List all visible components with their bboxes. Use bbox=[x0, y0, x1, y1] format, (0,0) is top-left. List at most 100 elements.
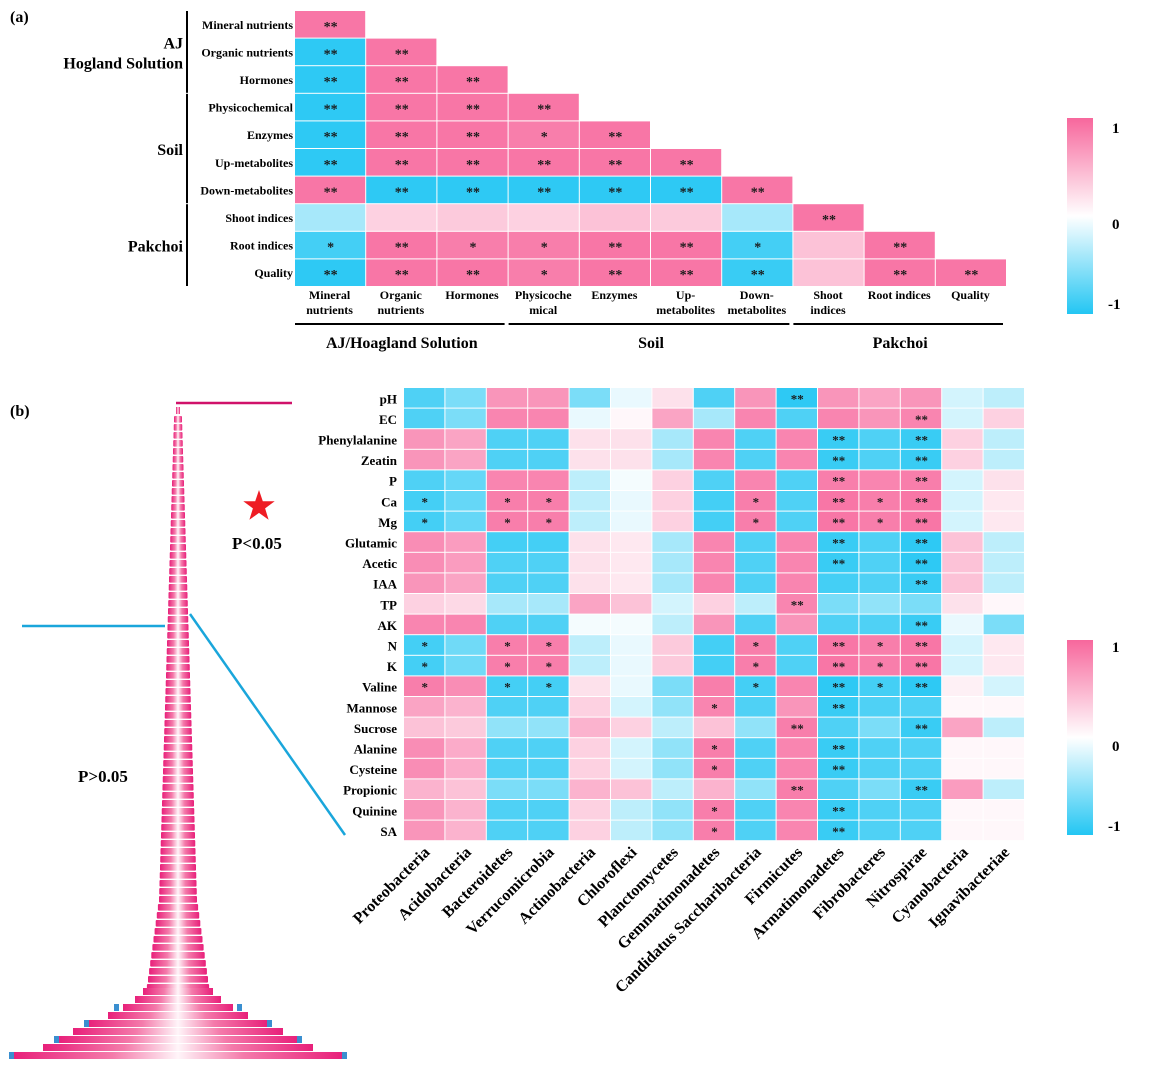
significance-mark: ** bbox=[324, 268, 338, 283]
row-label: Phenylalanine bbox=[318, 433, 397, 448]
significance-mark: ** bbox=[915, 618, 928, 633]
heatmap-b-cell bbox=[569, 532, 610, 552]
heatmap-b-cell bbox=[818, 655, 859, 676]
tree-segment bbox=[163, 760, 193, 767]
heatmap-a-cell bbox=[295, 11, 366, 38]
tree-segment bbox=[162, 776, 194, 783]
column-label: nutrients bbox=[377, 303, 424, 317]
tree-segment bbox=[108, 1012, 248, 1019]
heatmap-b-cell bbox=[900, 614, 942, 635]
tree-segment bbox=[172, 480, 184, 487]
panel-a-colorbar: 1 0 -1 bbox=[1067, 118, 1121, 314]
significance-mark: ** bbox=[324, 158, 338, 173]
tree-segment bbox=[135, 996, 221, 1003]
row-label: Acetic bbox=[362, 556, 397, 571]
heatmap-b-cell bbox=[693, 779, 735, 799]
panel-a-groups: AJ Hogland Solution Soil Pakchoi AJ/Hoagland… bbox=[63, 11, 1003, 352]
tree-segment bbox=[161, 808, 195, 815]
heatmap-b-cell bbox=[983, 511, 1024, 532]
significance-mark: ** bbox=[915, 474, 928, 489]
significance-mark: ** bbox=[915, 453, 928, 468]
heatmap-b-cell bbox=[942, 594, 983, 614]
significance-mark: * bbox=[421, 659, 428, 674]
heatmap-b-cell bbox=[693, 552, 735, 573]
heatmap-b-cell bbox=[404, 614, 445, 635]
heatmap-b-cell bbox=[528, 676, 569, 696]
heatmap-b-cell bbox=[611, 655, 652, 676]
significance-mark: * bbox=[504, 639, 511, 654]
heatmap-a-cell bbox=[935, 259, 1006, 286]
tree-segment bbox=[151, 952, 205, 959]
significance-mark: * bbox=[754, 241, 761, 256]
row-label: Mg bbox=[378, 515, 397, 530]
heatmap-b-cell bbox=[942, 697, 983, 717]
tree-edge bbox=[342, 1052, 347, 1059]
heatmap-b-cell bbox=[611, 738, 652, 758]
heatmap-b-cell bbox=[611, 491, 652, 511]
heatmap-b-cell bbox=[486, 470, 528, 490]
significance-mark: * bbox=[711, 824, 718, 839]
heatmap-b-cell bbox=[859, 552, 900, 573]
heatmap-b-cell bbox=[445, 532, 486, 552]
heatmap-b-cell bbox=[652, 614, 693, 635]
heatmap-a-cell bbox=[437, 204, 508, 231]
heatmap-a-cell bbox=[295, 204, 366, 231]
heatmap-b-cell bbox=[528, 408, 569, 429]
heatmap-b-cell bbox=[652, 779, 693, 799]
heatmap-a-cell bbox=[651, 231, 722, 259]
heatmap-b-cell bbox=[735, 573, 776, 593]
heatmap-b-cell bbox=[569, 573, 610, 593]
significance-mark: ** bbox=[915, 783, 928, 798]
significance-mark: ** bbox=[395, 185, 409, 200]
heatmap-b-cell bbox=[445, 470, 486, 490]
significance-mark: ** bbox=[324, 130, 338, 145]
heatmap-b-cell bbox=[859, 449, 900, 470]
heatmap-b-cell bbox=[404, 635, 445, 655]
tree-edge bbox=[84, 1020, 89, 1027]
heatmap-a-cell bbox=[366, 149, 437, 176]
significance-mark: ** bbox=[395, 47, 409, 62]
row-label: Mineral nutrients bbox=[202, 18, 293, 32]
heatmap-a-cell bbox=[722, 231, 793, 259]
heatmap-a-cell bbox=[579, 231, 650, 259]
heatmap-b-cell bbox=[983, 388, 1024, 408]
tree-segment bbox=[166, 672, 190, 679]
heatmap-b-cell bbox=[942, 449, 983, 470]
heatmap-b-cell bbox=[859, 738, 900, 758]
heatmap-b-cell bbox=[942, 388, 983, 408]
heatmap-b-cell bbox=[486, 408, 528, 429]
tree-segment bbox=[168, 584, 188, 591]
heatmap-b-cell bbox=[776, 717, 817, 738]
tree-edge bbox=[9, 1052, 14, 1059]
heatmap-a-cell bbox=[793, 231, 864, 259]
row-label: Physicochemical bbox=[208, 101, 293, 115]
heatmap-a-cell bbox=[508, 149, 579, 176]
significance-mark: ** bbox=[915, 721, 928, 736]
tree-edge bbox=[237, 1004, 242, 1011]
tree-segment bbox=[73, 1028, 283, 1035]
heatmap-b-cell bbox=[569, 429, 610, 449]
heatmap-b-cell bbox=[818, 491, 859, 511]
heatmap-b-cell bbox=[693, 738, 735, 758]
heatmap-b-cell bbox=[693, 697, 735, 717]
heatmap-b-cell bbox=[693, 429, 735, 449]
heatmap-b-cell bbox=[652, 738, 693, 758]
heatmap-b-cell bbox=[528, 573, 569, 593]
row-label: Propionic bbox=[343, 783, 397, 798]
column-label: indices bbox=[810, 303, 846, 317]
heatmap-b-cell bbox=[404, 820, 445, 841]
tree-segment bbox=[155, 920, 201, 927]
tree-segment bbox=[148, 976, 208, 983]
heatmap-b-cell bbox=[445, 429, 486, 449]
heatmap-b-cell bbox=[735, 717, 776, 738]
tree-segment bbox=[160, 848, 196, 855]
significance-mark: ** bbox=[537, 185, 551, 200]
heatmap-b-cell bbox=[859, 635, 900, 655]
heatmap-b-cell bbox=[776, 470, 817, 490]
heatmap-b-cell bbox=[693, 655, 735, 676]
heatmap-b-cell bbox=[486, 676, 528, 696]
heatmap-b-cell bbox=[569, 388, 610, 408]
heatmap-b-cell bbox=[900, 491, 942, 511]
row-label: Up-metabolites bbox=[215, 156, 293, 170]
heatmap-a-cell bbox=[366, 121, 437, 148]
